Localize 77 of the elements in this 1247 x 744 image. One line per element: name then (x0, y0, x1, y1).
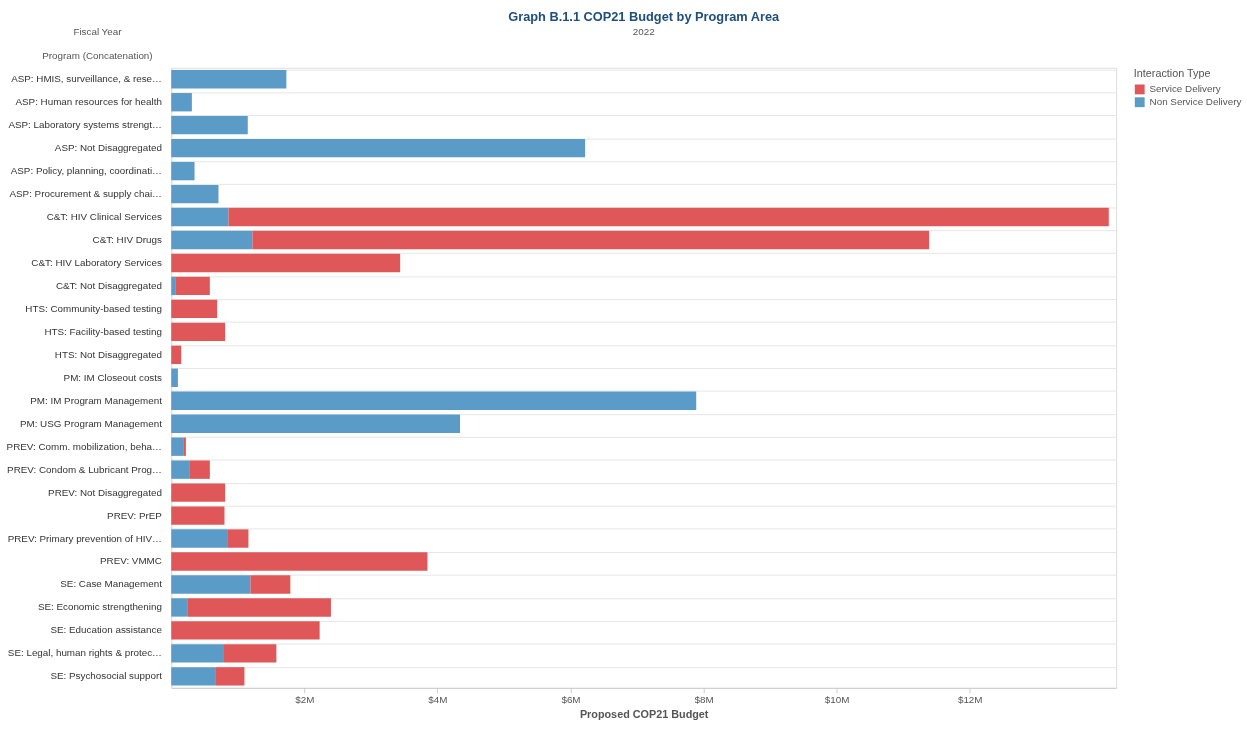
bar (171, 253, 401, 273)
y-tick-label: C&T: HIV Drugs (92, 233, 162, 245)
y-tick-label: PM: USG Program Management (19, 417, 163, 429)
bar (187, 598, 331, 617)
y-tick-label: ASP: Procurement & supply chai… (9, 188, 162, 200)
y-tick-label: PM: IM Program Management (30, 394, 163, 406)
bar (171, 506, 225, 525)
x-tick-label: $2M (295, 694, 315, 706)
bar (189, 460, 210, 479)
bar (171, 644, 224, 663)
bar (252, 230, 930, 250)
y-tick-label: C&T: Not Disaggregated (55, 279, 162, 291)
bar (215, 667, 245, 686)
y-tick-label: HTS: Community-based testing (25, 302, 162, 314)
bar (175, 276, 210, 296)
legend-label: Non Service Delivery (1149, 96, 1242, 108)
bar (171, 93, 192, 112)
y-tick-label: C&T: HIV Clinical Services (46, 210, 162, 222)
y-tick-label: SE: Case Management (60, 578, 163, 590)
bar (171, 621, 320, 640)
y-tick-label: ASP: HMIS, surveillance, & rese… (11, 73, 162, 85)
bar (223, 644, 277, 663)
y-tick-label: SE: Education assistance (50, 624, 163, 636)
chart-title: Graph B.1.1 COP21 Budget by Program Area (508, 8, 780, 24)
bar (171, 207, 229, 227)
y-tick-label: SE: Psychosocial support (50, 670, 163, 682)
y-tick-label: PM: IM Closeout costs (63, 371, 162, 383)
bar (171, 575, 251, 594)
bar (171, 483, 226, 502)
bar (228, 207, 1109, 227)
y-tick-label: ASP: Policy, planning, coordinati… (10, 165, 162, 177)
x-tick-label: $12M (957, 694, 983, 706)
bar (171, 230, 253, 250)
bar (171, 667, 216, 686)
legend-label: Service Delivery (1149, 83, 1221, 95)
x-axis-title: Proposed COP21 Budget (579, 707, 709, 720)
bar (171, 460, 190, 479)
bar (171, 184, 219, 204)
y-tick-label: ASP: Human resources for health (15, 96, 162, 108)
x-tick-label: $8M (694, 694, 714, 706)
legend-title: Interaction Type (1133, 66, 1211, 79)
y-tick-label: C&T: HIV Laboratory Services (31, 256, 162, 268)
y-tick-label: ASP: Not Disaggregated (54, 142, 162, 154)
bar (171, 437, 184, 456)
bar (171, 299, 218, 319)
y-tick-label: HTS: Not Disaggregated (54, 348, 162, 360)
bar (171, 598, 188, 617)
y-tick-label: PREV: PrEP (107, 509, 163, 521)
y-tick-label: PREV: Primary prevention of HIV… (7, 532, 162, 544)
y-tick-label: ASP: Laboratory systems strengt… (8, 119, 162, 131)
bar (171, 345, 182, 365)
y-tick-label: SE: Legal, human rights & protec… (7, 647, 162, 659)
bar (171, 391, 697, 410)
bar (171, 322, 226, 342)
y-axis-title: Program (Concatenation) (42, 49, 153, 61)
y-tick-label: PREV: Comm. mobilization, beha… (6, 440, 162, 452)
x-tick-label: $4M (428, 694, 448, 706)
bar (171, 368, 178, 387)
bar (171, 161, 195, 181)
y-tick-label: PREV: VMMC (100, 555, 162, 567)
bar (171, 529, 228, 548)
bar (171, 276, 176, 296)
bar (227, 529, 249, 548)
bar (171, 138, 586, 158)
y-tick-label: HTS: Facility-based testing (44, 325, 162, 337)
text: 2022 (632, 26, 655, 38)
y-tick-label: PREV: Condom & Lubricant Prog… (7, 463, 162, 475)
bar (171, 552, 428, 571)
bar (171, 70, 287, 89)
y-tick-label: SE: Economic strengthening (37, 601, 162, 613)
bar (250, 575, 291, 594)
x-tick-label: $6M (561, 694, 581, 706)
x-tick-label: $10M (824, 694, 850, 706)
y-tick-label: PREV: Not Disaggregated (48, 486, 162, 498)
text: Fiscal Year (73, 26, 123, 38)
bar (171, 115, 248, 135)
bar (171, 414, 461, 433)
